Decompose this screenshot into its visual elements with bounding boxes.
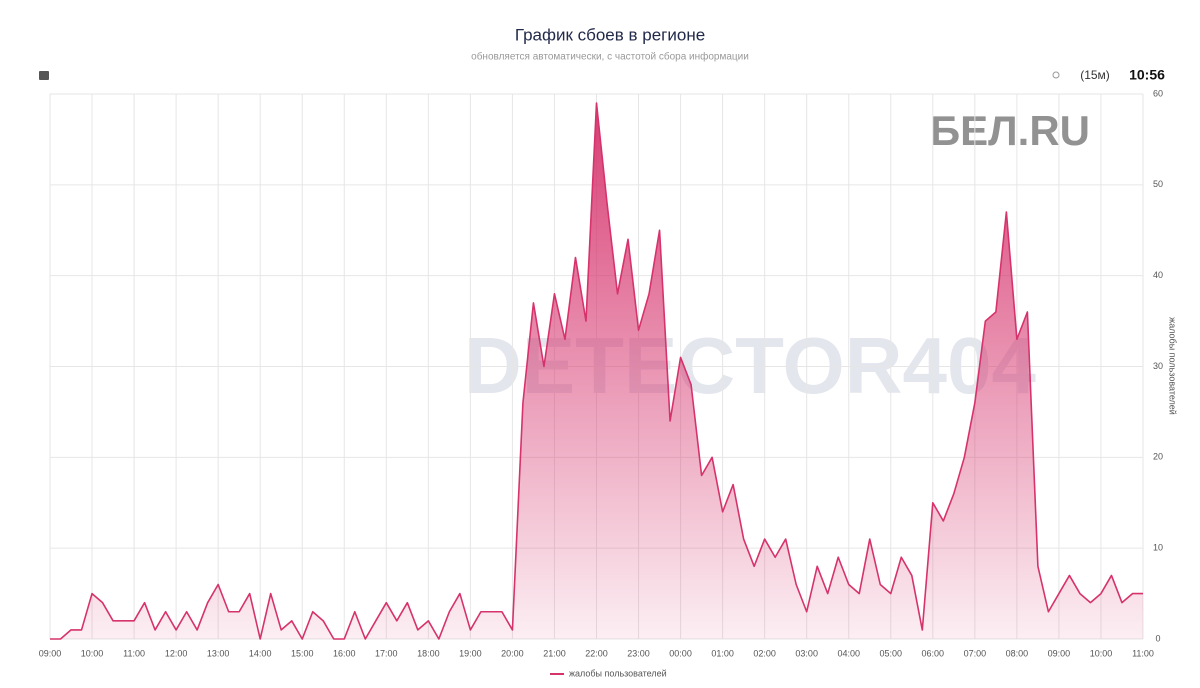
x-tick-label: 00:00 — [669, 648, 692, 658]
x-tick-label: 03:00 — [795, 648, 818, 658]
x-tick-label: 18:00 — [417, 648, 440, 658]
x-tick-label: 17:00 — [375, 648, 398, 658]
x-tick-label: 09:00 — [39, 648, 62, 658]
x-tick-label: 01:00 — [711, 648, 734, 658]
x-tick-label: 22:00 — [585, 648, 608, 658]
y-tick-label: 50 — [1153, 179, 1163, 189]
x-tick-label: 13:00 — [207, 648, 230, 658]
watermark: БЕЛ.RU — [930, 107, 1090, 154]
x-tick-label: 10:00 — [81, 648, 104, 658]
clock: 10:56 — [1129, 67, 1165, 83]
x-tick-label: 09:00 — [1048, 648, 1071, 658]
x-tick-label: 07:00 — [964, 648, 987, 658]
x-tick-label: 12:00 — [165, 648, 188, 658]
y-tick-label: 40 — [1153, 270, 1163, 280]
x-tick-label: 04:00 — [837, 648, 860, 658]
y-tick-label: 20 — [1153, 452, 1163, 462]
x-tick-label: 11:00 — [123, 648, 145, 658]
line — [50, 102, 1143, 640]
x-tick-label: 11:00 — [1132, 648, 1154, 658]
x-tick-label: 10:00 — [1090, 648, 1113, 658]
y-tick-label: 60 — [1153, 88, 1163, 98]
user-icon — [1052, 71, 1060, 79]
x-tick-label: 15:00 — [291, 648, 314, 658]
x-tick-label: 16:00 — [333, 648, 356, 658]
x-tick-label: 08:00 — [1006, 648, 1029, 658]
interval[interactable]: (15м) — [1080, 68, 1110, 82]
camera-icon[interactable] — [39, 71, 49, 80]
x-tick-label: 23:00 — [627, 648, 650, 658]
x-tick-label: 02:00 — [753, 648, 776, 658]
subtitle: обновляется автоматически, с частотой сб… — [471, 51, 749, 63]
x-tick-label: 14:00 — [249, 648, 272, 658]
area — [50, 103, 1143, 640]
y-axis-label: жалобы пользователей — [1168, 317, 1178, 415]
y-tick-label: 0 — [1155, 633, 1160, 643]
x-tick-label: 06:00 — [922, 648, 945, 658]
legend-label[interactable]: жалобы пользователей — [569, 668, 667, 678]
x-tick-label: 20:00 — [501, 648, 524, 658]
x-tick-label: 05:00 — [880, 648, 903, 658]
x-tick-label: 21:00 — [543, 648, 566, 658]
chart-title: График сбоев в регионе — [515, 25, 705, 44]
y-tick-label: 10 — [1153, 543, 1163, 553]
x-tick-label: 19:00 — [459, 648, 482, 658]
y-tick-label: 30 — [1153, 361, 1163, 371]
